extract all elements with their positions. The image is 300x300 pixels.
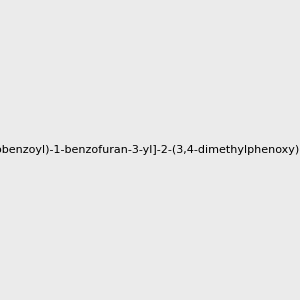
- Text: N-[2-(4-chlorobenzoyl)-1-benzofuran-3-yl]-2-(3,4-dimethylphenoxy)propanamide: N-[2-(4-chlorobenzoyl)-1-benzofuran-3-yl…: [0, 145, 300, 155]
